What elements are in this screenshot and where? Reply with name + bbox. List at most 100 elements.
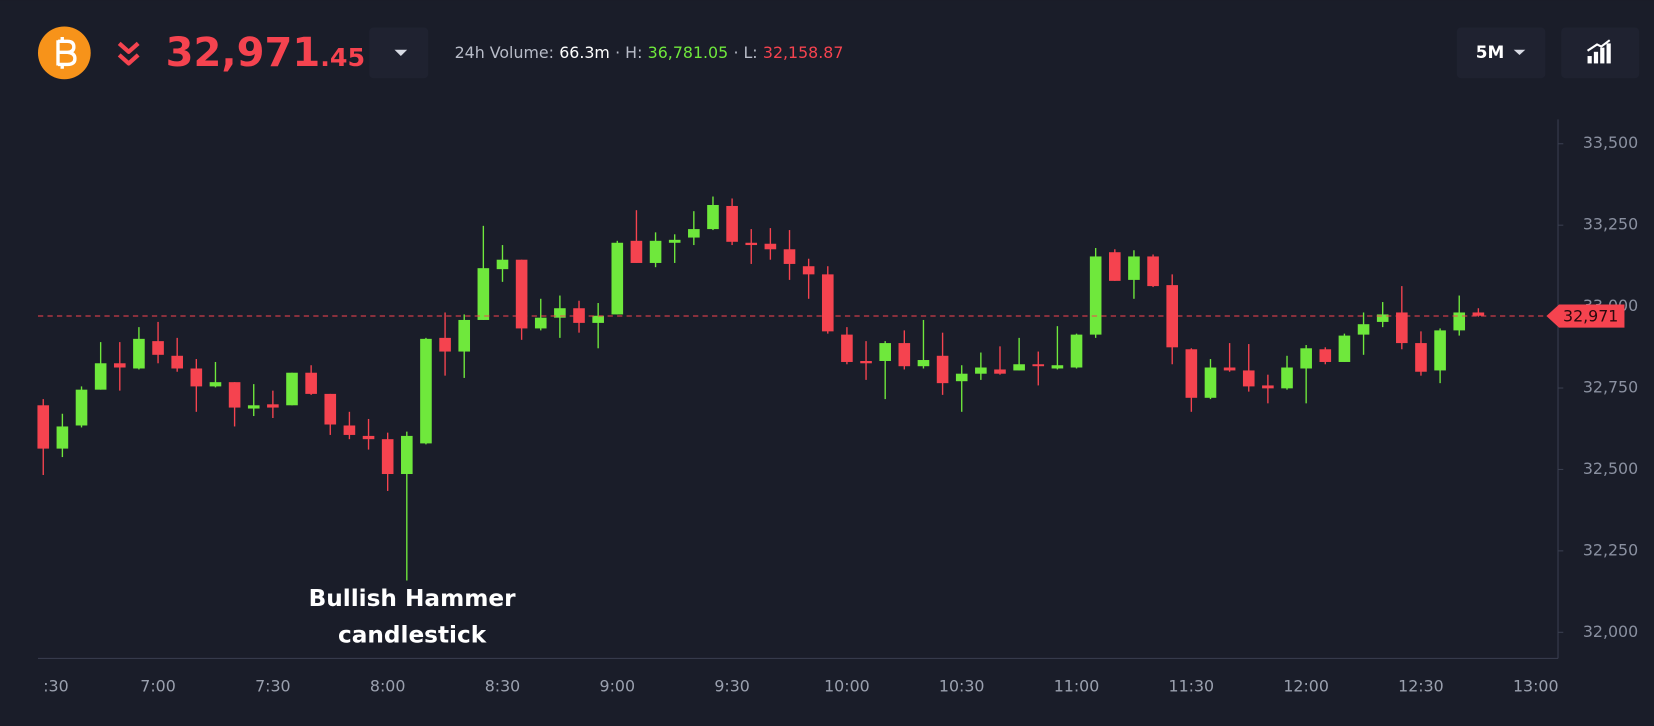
candle-body (152, 341, 164, 355)
candle-body (1051, 365, 1064, 369)
low-label: · L: (733, 42, 757, 61)
x-tick-label: 8:00 (370, 676, 406, 695)
candle-body (841, 334, 853, 362)
coin-symbol (56, 37, 77, 69)
dropdown-arrow (394, 49, 408, 57)
candle-body (917, 360, 930, 367)
y-tick-label: 32,750 (1583, 378, 1638, 397)
candle-body (477, 268, 490, 320)
candle-body (1223, 367, 1236, 371)
candle-body (898, 343, 911, 367)
candle-body (305, 372, 317, 394)
candle-body (94, 363, 107, 390)
candle-body (1262, 385, 1274, 389)
candle-body (171, 355, 183, 369)
price: 32,971.45 (166, 30, 366, 76)
candle-body (343, 425, 356, 435)
candle-body (1089, 256, 1102, 335)
interval-selector[interactable]: 5M (1456, 27, 1546, 79)
candle-body (975, 367, 987, 374)
candle-body (1013, 364, 1025, 371)
candle-body (1185, 349, 1198, 398)
candle-body (611, 242, 624, 315)
plot: 32,00032,25032,50032,75033,00033,25033,5… (37, 133, 1638, 695)
candle-body (860, 360, 872, 364)
down-indicator (117, 41, 140, 66)
candle-body (75, 389, 88, 426)
x-tick-label: 12:00 (1283, 676, 1329, 695)
candle-body (955, 373, 968, 382)
volume: 66.3m (559, 42, 610, 61)
chart-type-icon (1586, 39, 1611, 64)
y-tick-label: 32,250 (1583, 540, 1638, 559)
candle-body (821, 274, 834, 332)
current-price-label: 32,971 (1563, 307, 1618, 326)
volume-label: 24h Volume: (455, 42, 554, 61)
candle-body (994, 369, 1006, 374)
x-tick-label: 9:00 (600, 676, 636, 695)
btc-icon[interactable] (37, 26, 91, 80)
stats: 24h Volume: 66.3m · H: 36,781.05 · L: 32,158.… (455, 42, 844, 61)
candle-body (458, 319, 471, 352)
interval-button[interactable] (1456, 27, 1546, 79)
current-price-tag (1546, 304, 1625, 328)
candle-body (37, 405, 50, 449)
candle-body (707, 204, 719, 230)
candle-body (1453, 312, 1466, 331)
candle-body (764, 243, 777, 250)
candle-body (1415, 343, 1427, 372)
x-tick-label: 12:30 (1398, 676, 1444, 695)
candle-body (649, 240, 662, 263)
chart-type-button[interactable] (1561, 27, 1640, 79)
candle-body (1032, 364, 1045, 367)
candle-body (630, 240, 643, 263)
candle-body (1376, 314, 1389, 322)
x-tick-label: 11:30 (1169, 676, 1215, 695)
price-decimals: .45 (320, 43, 365, 72)
candle-body (668, 239, 681, 243)
candle-body (802, 266, 815, 275)
x-tick-label: 9:30 (714, 676, 750, 695)
candle-body (496, 259, 509, 270)
x-tick-label: 13:00 (1513, 676, 1559, 695)
candle-body (420, 338, 432, 444)
candle-body (1281, 367, 1293, 389)
candle-body (133, 338, 145, 369)
x-tick-label: 10:30 (939, 676, 985, 695)
y-tick-label: 32,000 (1583, 622, 1638, 641)
candle-body (267, 404, 279, 408)
candle-body (879, 343, 891, 361)
candle-body (592, 315, 604, 323)
symbol-dropdown[interactable] (369, 27, 429, 79)
candle-body (1434, 330, 1446, 371)
candle-body (1357, 324, 1370, 335)
candle-body (515, 259, 528, 329)
candle-body (688, 229, 700, 238)
candle-body (534, 317, 547, 329)
candle-body (783, 249, 796, 264)
x-tick-label: 11:00 (1054, 676, 1100, 695)
candle-body (1204, 367, 1217, 398)
high: 36,781.05 (648, 42, 728, 61)
annotation: Bullish Hammer (309, 585, 517, 612)
interval-arrow (1513, 49, 1526, 55)
candle-body (324, 393, 337, 425)
candle-body (1396, 312, 1408, 344)
candle-body (554, 308, 566, 318)
candle-body (573, 308, 585, 323)
x-tick-label: 7:00 (140, 676, 176, 695)
candle-body (1070, 334, 1083, 368)
candle-body (113, 363, 126, 368)
candle-body (1338, 335, 1351, 362)
candle-body (1300, 348, 1312, 369)
candle-body (1109, 252, 1121, 281)
candle-body (381, 439, 394, 475)
candle-body (56, 426, 69, 449)
interval: 5M (1476, 42, 1505, 62)
candle-body (1319, 349, 1332, 362)
candle-body (1147, 256, 1159, 287)
y-tick-label: 33,250 (1583, 215, 1638, 234)
candle-body (1472, 312, 1485, 316)
